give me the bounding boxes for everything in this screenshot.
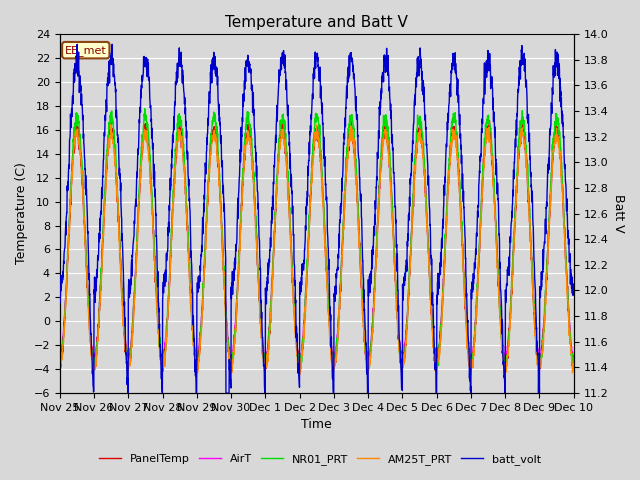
AM25T_PRT [525,202,532,207]
NR01_PRT [200,281,207,287]
NR01_PRT [539,338,547,344]
AirT [56,355,63,361]
AM25T_PRT [296,372,303,377]
NR01_PRT [343,144,351,150]
AirT [570,355,577,360]
AM25T_PRT [332,357,340,363]
batt_volt [539,247,547,252]
X-axis label: Time: Time [301,419,332,432]
NR01_PRT [330,367,337,373]
AirT [539,331,547,336]
PanelTemp [539,337,547,343]
AM25T_PRT [539,339,547,345]
Title: Temperature and Batt V: Temperature and Batt V [225,15,408,30]
AirT [343,162,351,168]
AirT [332,348,339,354]
AirT [399,360,407,366]
AM25T_PRT [343,164,351,170]
batt_volt [56,288,63,294]
batt_volt [74,41,81,47]
PanelTemp [228,369,236,374]
PanelTemp [525,207,532,213]
Text: EE_met: EE_met [65,45,107,56]
NR01_PRT [525,189,532,194]
Y-axis label: Temperature (C): Temperature (C) [15,163,28,264]
batt_volt [332,283,340,289]
Line: PanelTemp: PanelTemp [60,120,573,372]
batt_volt [525,131,532,137]
NR01_PRT [56,358,63,363]
AM25T_PRT [107,122,115,128]
batt_volt [343,91,351,96]
AM25T_PRT [56,366,63,372]
PanelTemp [199,293,207,299]
PanelTemp [56,357,63,362]
PanelTemp [332,354,339,360]
batt_volt [570,281,577,287]
NR01_PRT [570,364,577,370]
PanelTemp [343,160,351,166]
AirT [200,286,207,292]
AirT [525,197,532,203]
NR01_PRT [332,345,340,351]
batt_volt [124,390,132,396]
Line: batt_volt: batt_volt [60,44,573,393]
Legend: PanelTemp, AirT, NR01_PRT, AM25T_PRT, batt_volt: PanelTemp, AirT, NR01_PRT, AM25T_PRT, ba… [94,450,546,469]
Line: AM25T_PRT: AM25T_PRT [60,125,573,374]
batt_volt [467,376,474,382]
AM25T_PRT [467,365,474,371]
AM25T_PRT [200,290,207,296]
batt_volt [200,213,207,218]
PanelTemp [467,357,474,362]
Line: NR01_PRT: NR01_PRT [60,108,573,370]
AirT [467,354,474,360]
PanelTemp [570,357,577,362]
NR01_PRT [467,355,474,361]
AM25T_PRT [570,365,577,371]
Y-axis label: Batt V: Batt V [612,194,625,233]
NR01_PRT [141,106,148,111]
AirT [141,122,149,128]
Line: AirT: AirT [60,125,573,363]
PanelTemp [348,118,355,123]
